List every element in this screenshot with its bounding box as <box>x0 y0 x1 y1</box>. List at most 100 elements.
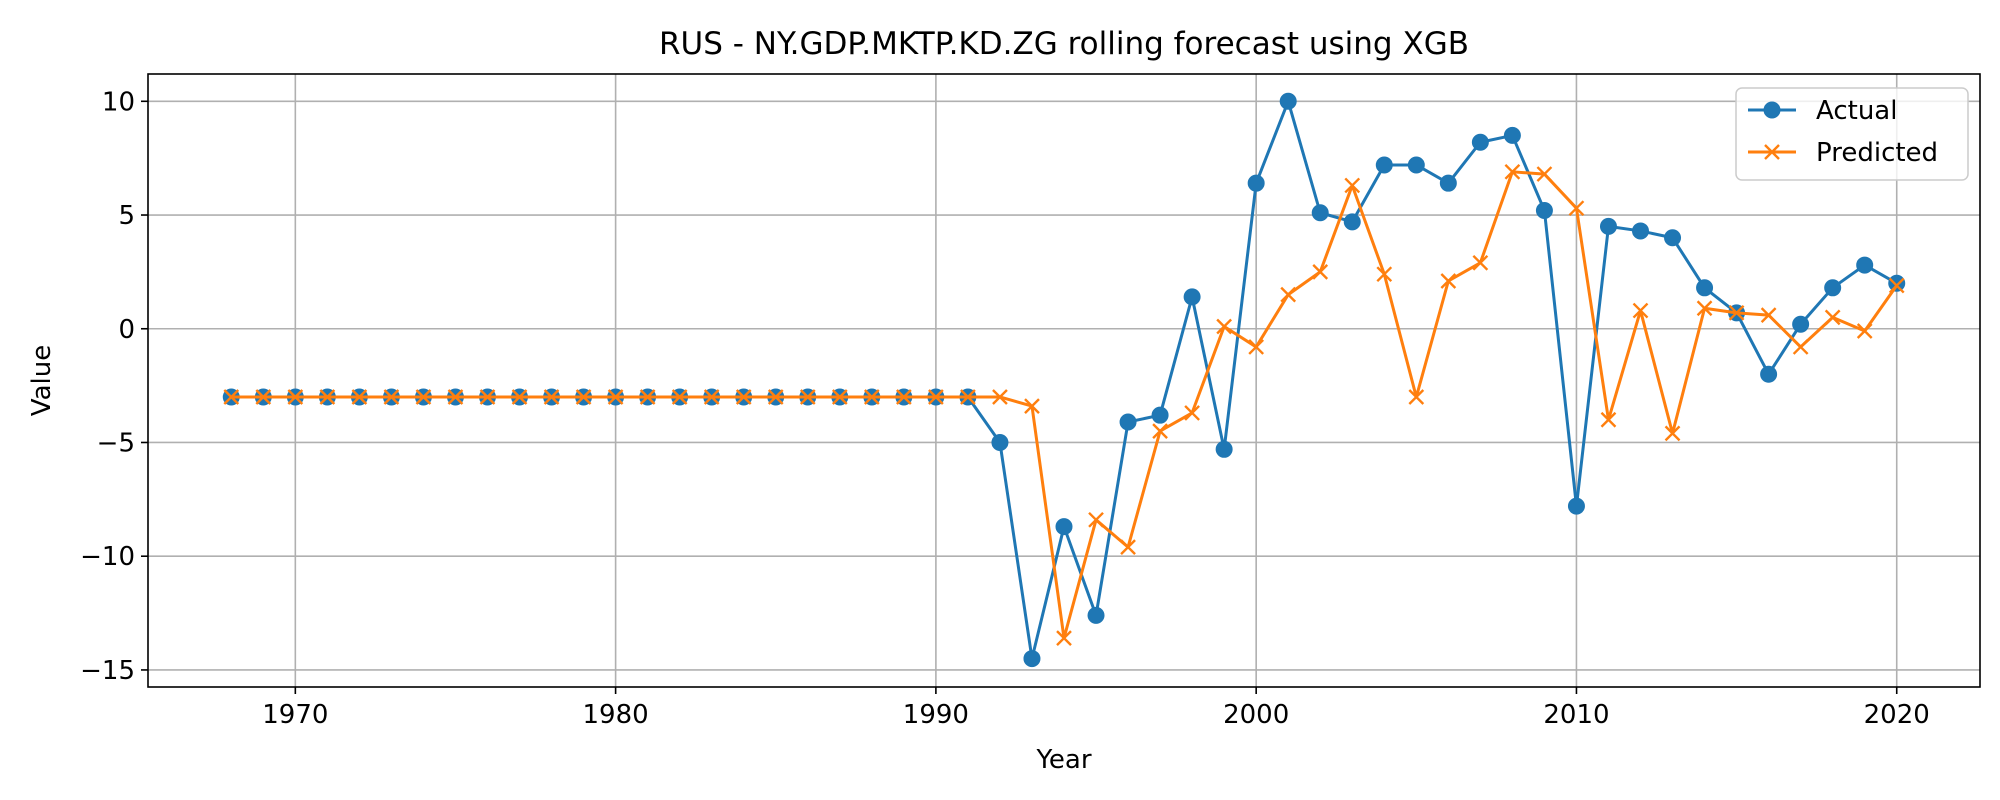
x-tick-label: 1990 <box>903 700 969 730</box>
predicted-point <box>1408 389 1425 405</box>
predicted-point <box>255 389 272 405</box>
legend-marker <box>1764 144 1780 160</box>
predicted-point <box>1824 309 1841 326</box>
actual-point <box>1792 315 1810 333</box>
x-tick-label: 1970 <box>262 700 328 730</box>
y-axis-ticks: −15 −10 −5 0 5 10 <box>80 87 148 686</box>
predicted-point <box>1760 307 1777 323</box>
predicted-point <box>1632 302 1649 319</box>
actual-point <box>1087 606 1105 624</box>
predicted-point <box>992 389 1008 405</box>
actual-point <box>1343 213 1361 231</box>
predicted-point <box>960 389 976 405</box>
predicted-point <box>1440 273 1457 289</box>
y-axis-label: Value <box>27 345 57 416</box>
predicted-point <box>1472 254 1489 271</box>
predicted-point <box>928 389 944 405</box>
actual-point <box>1183 288 1201 306</box>
series-layer <box>222 92 1906 668</box>
predicted-point <box>1792 339 1809 355</box>
chart-title: RUS - NY.GDP.MKTP.KD.ZG rolling forecast… <box>659 26 1469 62</box>
actual-point <box>1023 650 1041 668</box>
actual-point <box>1119 413 1137 431</box>
predicted-point <box>1728 304 1745 321</box>
predicted-point <box>383 389 400 405</box>
predicted-point <box>1600 411 1617 428</box>
actual-point <box>1535 201 1553 219</box>
actual-point <box>1279 92 1297 110</box>
predicted-point <box>1312 264 1329 280</box>
predicted-point <box>351 389 368 405</box>
plot-frame <box>147 73 1981 688</box>
predicted-point <box>415 389 432 405</box>
actual-point <box>1632 222 1650 240</box>
predicted-point <box>575 389 592 405</box>
legend-marker <box>1763 101 1781 119</box>
predicted-point <box>1152 423 1168 439</box>
predicted-point <box>1216 318 1232 335</box>
y-tick-label: 0 <box>118 315 135 345</box>
predicted-point <box>896 389 912 405</box>
actual-point <box>1503 126 1521 144</box>
predicted-point <box>671 389 688 405</box>
predicted-point <box>447 389 464 405</box>
legend-label: Actual <box>1816 96 1897 126</box>
x-tick-label: 2010 <box>1543 700 1609 730</box>
predicted-point <box>1568 200 1585 217</box>
predicted-point <box>863 389 880 405</box>
predicted-point <box>511 389 528 405</box>
predicted-point <box>1888 277 1905 294</box>
x-axis-label: Year <box>1035 745 1091 775</box>
predicted-point <box>1184 405 1200 421</box>
predicted-point <box>223 389 240 405</box>
series-predicted <box>223 163 1905 646</box>
actual-point <box>1215 440 1233 458</box>
predicted-point <box>1664 425 1681 442</box>
y-tick-label: −10 <box>80 542 135 572</box>
predicted-point <box>1536 166 1553 182</box>
predicted-point <box>1376 266 1393 283</box>
actual-point <box>1375 156 1393 174</box>
predicted-point <box>639 389 656 405</box>
actual-point <box>1055 518 1073 536</box>
actual-point <box>1471 133 1489 151</box>
predicted-point <box>607 389 624 405</box>
actual-point <box>1567 497 1585 515</box>
x-tick-label: 2000 <box>1223 700 1289 730</box>
predicted-point <box>319 389 336 405</box>
y-tick-label: 5 <box>118 201 135 231</box>
x-axis-ticks: 1970 1980 1990 2000 2010 2020 <box>262 687 1930 730</box>
y-tick-label: 10 <box>102 87 135 117</box>
actual-point <box>1439 174 1457 192</box>
predicted-point <box>287 389 304 405</box>
predicted-point <box>703 389 720 405</box>
actual-point <box>1664 229 1682 247</box>
y-tick-label: −5 <box>97 428 135 458</box>
predicted-point <box>1120 539 1136 555</box>
grid-lines <box>148 74 1980 687</box>
x-tick-label: 1980 <box>583 700 649 730</box>
actual-point <box>1696 279 1714 297</box>
predicted-point <box>1248 339 1265 355</box>
predicted-point <box>1024 398 1040 414</box>
predicted-point <box>1088 511 1104 528</box>
legend-items: Actual Predicted <box>1748 96 1938 168</box>
legend-item-predicted: Predicted <box>1748 138 1938 168</box>
predicted-point <box>1280 286 1297 303</box>
legend-label: Predicted <box>1816 138 1938 168</box>
actual-point <box>1888 274 1906 292</box>
predicted-point <box>479 389 496 405</box>
actual-point <box>1247 174 1265 192</box>
legend-item-actual: Actual <box>1748 96 1897 126</box>
actual-point <box>1407 156 1425 174</box>
predicted-point <box>831 389 848 405</box>
x-tick-label: 2020 <box>1864 700 1930 730</box>
actual-point <box>1151 406 1169 424</box>
y-tick-label: −15 <box>80 656 135 686</box>
actual-point <box>1760 365 1778 383</box>
predicted-point <box>1344 177 1361 194</box>
actual-point <box>1824 279 1842 297</box>
predicted-point <box>1696 300 1713 317</box>
